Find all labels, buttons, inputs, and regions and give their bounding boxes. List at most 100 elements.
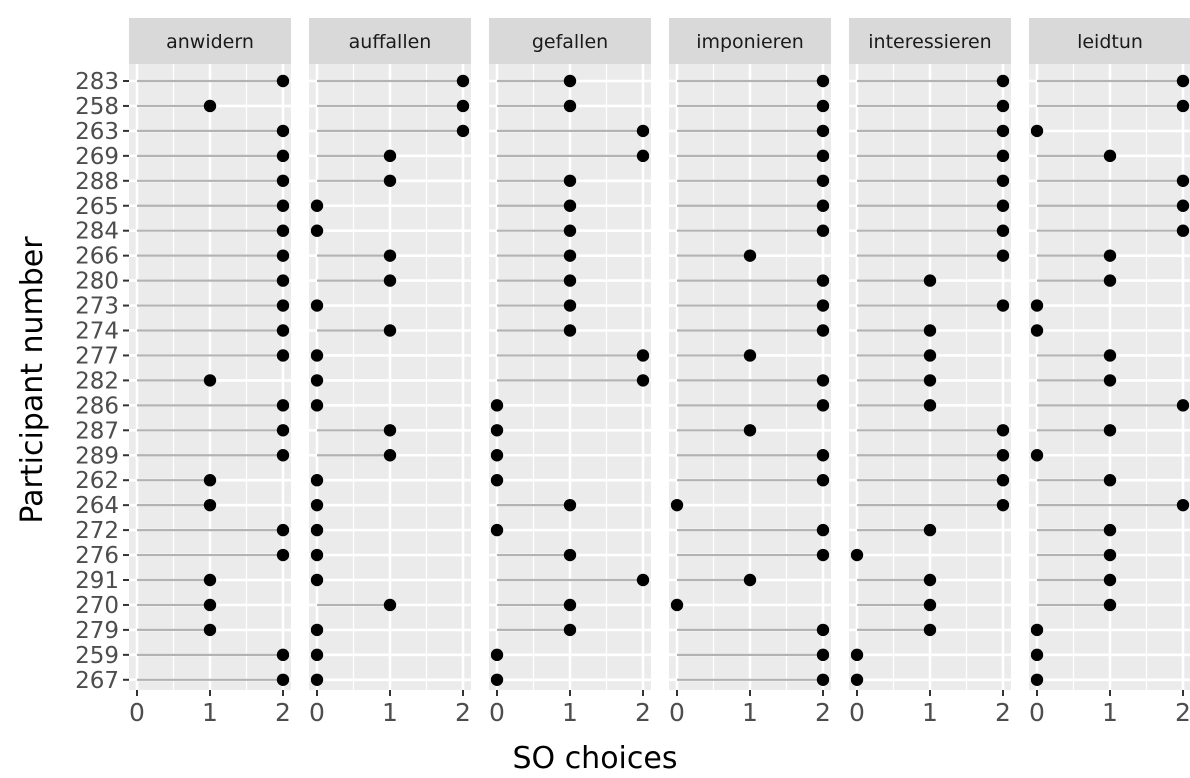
data-point <box>816 174 830 187</box>
data-point <box>816 124 830 138</box>
data-point <box>563 224 577 237</box>
x-tick-label: 2 <box>1175 698 1190 727</box>
data-point <box>1176 74 1190 88</box>
data-point <box>1030 648 1044 662</box>
x-axis-title: SO choices <box>513 741 678 776</box>
y-tick-label: 262 <box>75 468 119 494</box>
data-point <box>636 374 650 387</box>
facet-strip <box>669 18 831 64</box>
data-point <box>850 548 864 562</box>
data-point <box>203 99 217 113</box>
data-point <box>383 424 397 437</box>
data-point <box>276 124 290 138</box>
x-tick-label: 0 <box>669 698 685 727</box>
data-point <box>996 124 1010 138</box>
data-point <box>996 449 1010 462</box>
data-point <box>996 424 1010 437</box>
y-tick-label: 289 <box>75 443 119 469</box>
y-axis-title: Participant number <box>15 236 50 524</box>
data-point <box>563 74 577 88</box>
y-tick-label: 273 <box>75 294 119 320</box>
x-tick-label: 2 <box>635 698 651 727</box>
data-point <box>816 673 830 686</box>
facet-strip <box>1029 18 1190 64</box>
data-point <box>383 274 397 287</box>
data-point <box>276 449 290 462</box>
data-point <box>276 424 290 437</box>
y-tick-label: 272 <box>75 518 119 544</box>
data-point <box>1176 224 1190 237</box>
data-point <box>923 349 937 362</box>
x-tick-label: 2 <box>995 698 1011 727</box>
data-point <box>276 249 290 262</box>
y-tick-label: 277 <box>75 343 119 369</box>
data-point <box>456 99 470 113</box>
data-point <box>563 174 577 187</box>
data-point <box>276 149 290 163</box>
data-point <box>1030 449 1044 462</box>
data-point <box>996 498 1010 512</box>
data-point <box>276 224 290 237</box>
data-point <box>310 224 324 237</box>
y-tick-label: 274 <box>75 319 119 345</box>
data-point <box>203 573 217 587</box>
facet-strip-label: imponieren <box>696 31 804 53</box>
data-point <box>456 74 470 88</box>
data-point <box>310 199 324 212</box>
data-point <box>816 274 830 287</box>
data-point <box>670 598 684 612</box>
y-tick-label: 259 <box>75 643 119 669</box>
data-point <box>1103 424 1117 437</box>
data-point <box>1103 598 1117 612</box>
data-point <box>383 598 397 612</box>
data-point <box>310 349 324 362</box>
data-point <box>1176 199 1190 212</box>
data-point <box>563 548 577 562</box>
data-point <box>743 249 757 262</box>
data-point <box>310 623 324 637</box>
data-point <box>670 498 684 512</box>
data-point <box>1103 374 1117 387</box>
data-point <box>456 124 470 138</box>
y-tick-label: 288 <box>75 169 119 195</box>
data-point <box>1103 349 1117 362</box>
y-tick-label: 269 <box>75 144 119 170</box>
data-point <box>743 424 757 437</box>
data-point <box>310 548 324 562</box>
data-point <box>383 149 397 163</box>
data-point <box>276 523 290 537</box>
y-tick-label: 279 <box>75 618 119 644</box>
facet-strip-label: gefallen <box>532 31 608 53</box>
data-point <box>310 399 324 412</box>
data-point <box>923 598 937 612</box>
y-tick-label: 286 <box>75 393 119 419</box>
data-point <box>490 449 504 462</box>
data-point <box>276 74 290 88</box>
data-point <box>563 598 577 612</box>
data-point <box>490 523 504 537</box>
data-point <box>563 324 577 337</box>
data-point <box>563 299 577 312</box>
data-point <box>996 174 1010 187</box>
x-tick-label: 0 <box>309 698 325 727</box>
y-tick-label: 265 <box>75 194 119 220</box>
data-point <box>563 249 577 262</box>
data-point <box>850 648 864 662</box>
x-tick-label: 1 <box>922 698 938 727</box>
data-point <box>276 199 290 212</box>
data-point <box>996 474 1010 487</box>
x-tick-label: 1 <box>382 698 398 727</box>
facet-strip-label: leidtun <box>1077 31 1143 53</box>
data-point <box>490 474 504 487</box>
data-point <box>276 174 290 187</box>
data-point <box>816 149 830 163</box>
facet-strip <box>489 18 651 64</box>
data-point <box>816 299 830 312</box>
data-point <box>816 99 830 113</box>
data-point <box>816 449 830 462</box>
data-point <box>203 598 217 612</box>
data-point <box>1030 623 1044 637</box>
facet-strip-label: anwidern <box>166 31 254 53</box>
data-point <box>816 399 830 412</box>
y-tick-label: 258 <box>75 94 119 120</box>
